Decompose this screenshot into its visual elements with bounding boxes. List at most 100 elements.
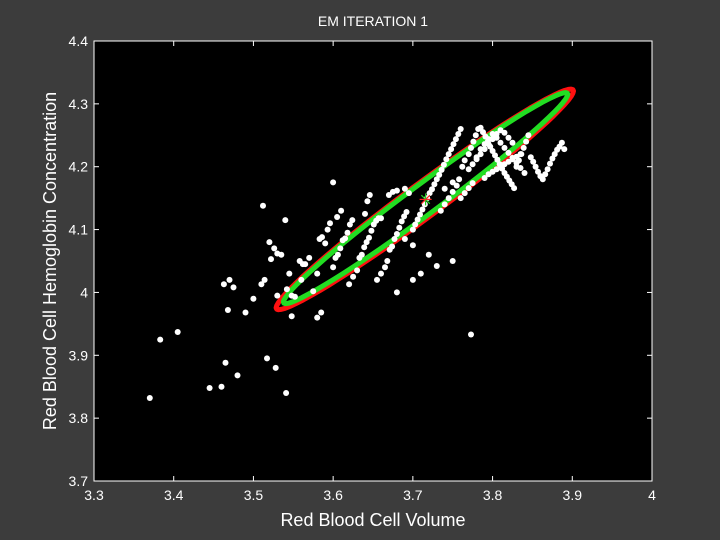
data-point [520, 144, 527, 151]
data-point [286, 270, 293, 277]
data-point [414, 216, 421, 223]
data-point [403, 209, 410, 215]
data-point [393, 231, 400, 237]
data-point [349, 217, 356, 224]
data-point [513, 159, 520, 166]
data-point [450, 141, 457, 148]
data-point [250, 295, 257, 302]
data-point [330, 264, 337, 271]
data-point [261, 276, 268, 283]
data-point [532, 163, 539, 170]
y-tick-label: 4.2 [69, 159, 89, 175]
data-point [288, 313, 295, 320]
data-point [453, 182, 460, 189]
data-point [523, 138, 530, 145]
data-point [485, 141, 492, 148]
data-point [346, 221, 353, 228]
data-point [465, 151, 472, 158]
data-point [412, 221, 419, 228]
data-point [146, 395, 153, 401]
data-point [459, 163, 466, 170]
data-point [393, 289, 400, 296]
data-point [465, 166, 472, 173]
data-point [436, 171, 443, 178]
data-point [224, 307, 231, 313]
data-point [449, 179, 456, 186]
data-point [539, 176, 546, 183]
data-point [234, 372, 241, 379]
data-point [480, 129, 486, 136]
data-point [468, 144, 474, 151]
data-point [266, 239, 273, 246]
data-point [401, 236, 408, 242]
data-point [530, 158, 537, 165]
data-point [299, 261, 306, 268]
data-point [469, 161, 476, 168]
data-point [501, 144, 508, 151]
data-point [551, 151, 558, 158]
data-point [470, 138, 477, 145]
data-point [282, 217, 289, 224]
data-point [465, 185, 472, 192]
data-point [361, 244, 368, 251]
data-point [226, 276, 233, 283]
data-point [452, 136, 459, 143]
mean-marker [419, 193, 432, 206]
data-point [445, 151, 452, 158]
data-point [421, 201, 428, 208]
data-point [354, 267, 361, 274]
data-point [222, 359, 229, 366]
data-point [501, 129, 508, 136]
y-tick-label: 4.3 [69, 96, 89, 112]
data-point [547, 160, 553, 167]
data-point [542, 171, 549, 178]
data-point [393, 187, 400, 194]
data-point [419, 206, 426, 213]
data-point [382, 264, 388, 271]
data-point [157, 336, 164, 343]
y-tick-label: 4.4 [69, 33, 89, 49]
data-point [511, 185, 518, 192]
data-point [525, 132, 532, 139]
data-point [517, 151, 524, 158]
data-point [318, 309, 325, 316]
data-point [425, 251, 432, 258]
data-point [461, 157, 468, 164]
data-point [431, 181, 438, 188]
x-axis-label: Red Blood Cell Volume [280, 510, 465, 530]
data-point [378, 215, 384, 222]
data-point [327, 220, 333, 227]
data-point [472, 132, 479, 139]
data-point [220, 281, 227, 288]
x-tick-label: 3.9 [563, 487, 583, 503]
data-point [527, 154, 534, 161]
data-point [334, 251, 341, 258]
data-point [362, 210, 368, 217]
data-point [314, 314, 321, 321]
y-tick-label: 3.7 [69, 473, 89, 489]
data-point [391, 236, 398, 242]
scatter-points [146, 124, 568, 401]
data-point [346, 281, 353, 288]
data-point [374, 276, 380, 283]
data-point [366, 192, 373, 198]
data-point [342, 235, 349, 242]
data-point [174, 329, 181, 335]
x-tick-label: 3.4 [164, 487, 184, 503]
data-point [477, 124, 484, 131]
data-point [561, 146, 568, 153]
y-tick-label: 4 [80, 284, 88, 300]
data-point [283, 286, 290, 293]
data-point [481, 146, 488, 153]
data-point [338, 207, 345, 214]
data-point [521, 170, 528, 176]
data-point [274, 292, 281, 299]
data-point [274, 250, 281, 257]
data-point [481, 175, 488, 181]
data-point [366, 234, 372, 241]
data-point [494, 156, 501, 163]
plot-area [94, 41, 652, 481]
data-point [437, 207, 444, 214]
data-point [433, 263, 440, 269]
data-point [322, 240, 329, 247]
